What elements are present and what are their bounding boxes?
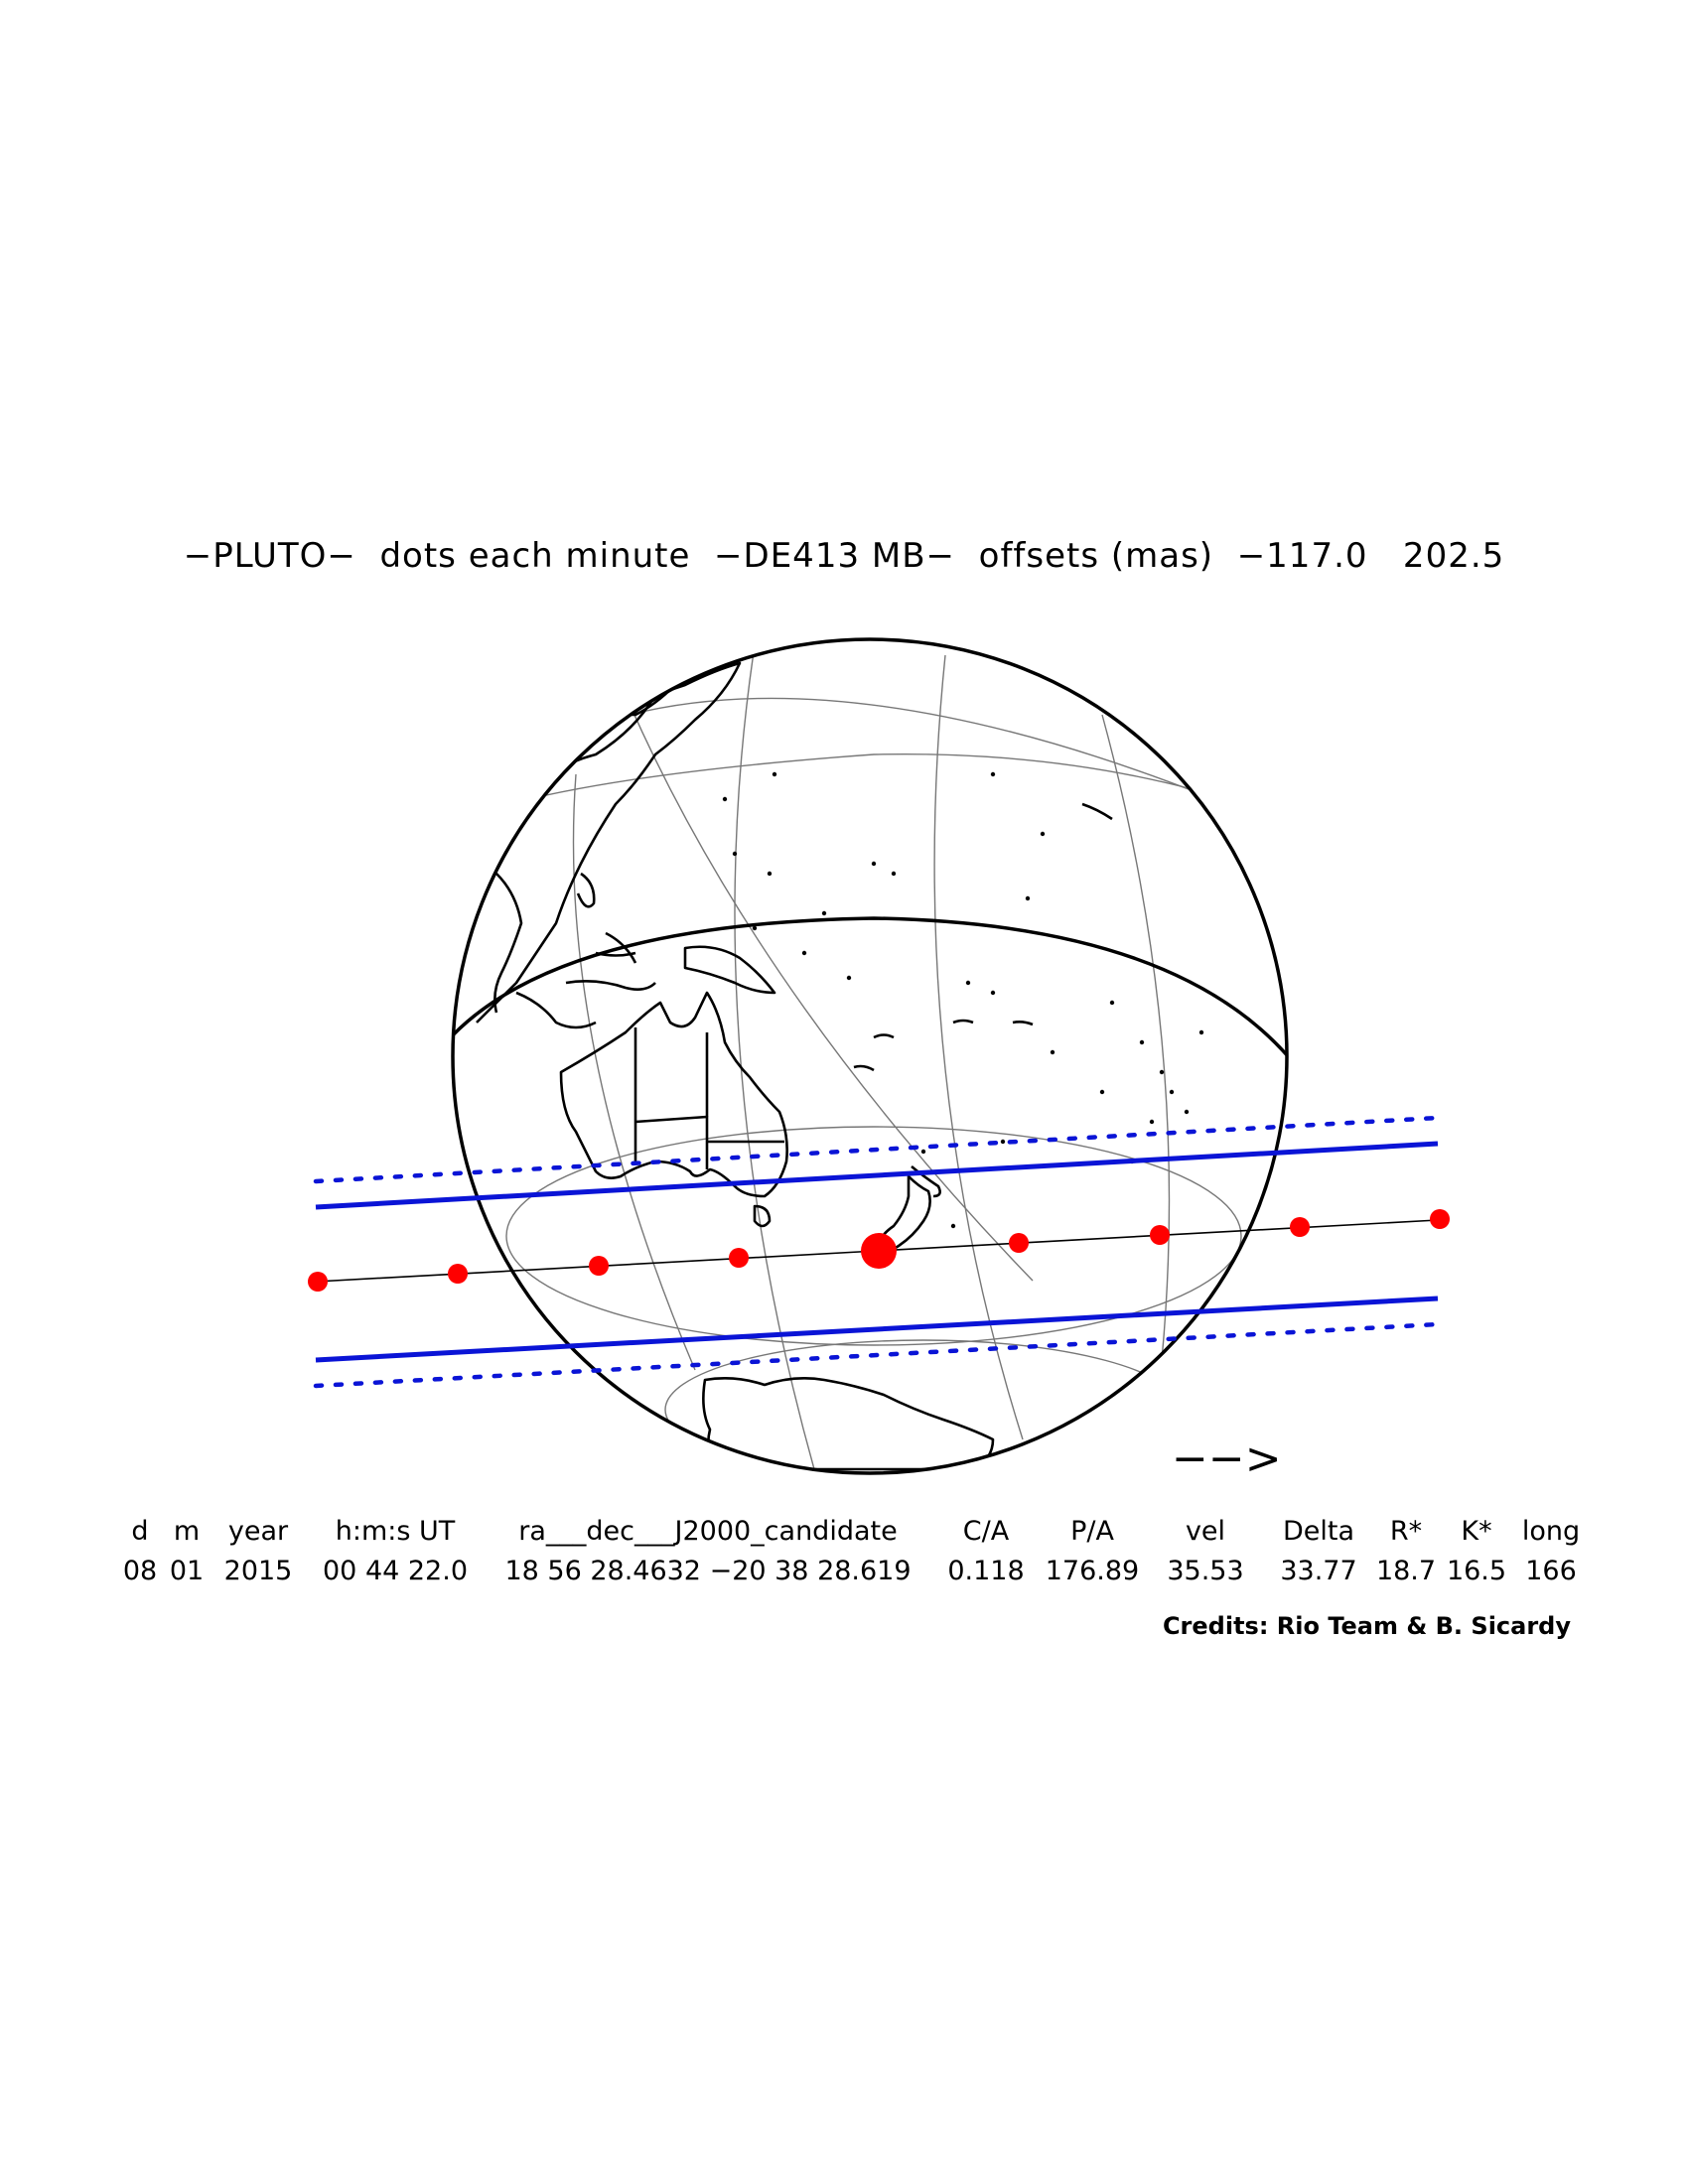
header-cell: year: [227, 1515, 289, 1547]
table-header-row: d m year h:m:s UT ra___dec___J2000_candi…: [117, 1511, 1591, 1551]
value-cell: 33.77: [1280, 1555, 1357, 1586]
header-cell: d: [131, 1515, 149, 1547]
value-cell: 35.53: [1167, 1555, 1244, 1586]
globe-outline: [451, 637, 1289, 1475]
shadow-limits: [313, 1115, 1441, 1389]
closest-approach-dot: [861, 1233, 897, 1269]
north-limit-dotted: [313, 1115, 1441, 1184]
value-cell: 08: [122, 1555, 158, 1586]
minute-dots: [308, 1209, 1450, 1292]
header-cell: P/A: [1070, 1515, 1114, 1547]
minute-dot: [308, 1272, 328, 1292]
minute-dot: [1009, 1233, 1029, 1253]
value-cell: 00 44 22.0: [323, 1555, 468, 1586]
event-table: d m year h:m:s UT ra___dec___J2000_candi…: [117, 1511, 1591, 1590]
value-cell: 18.7: [1375, 1555, 1437, 1586]
value-cell: 2015: [223, 1555, 293, 1586]
minute-dot: [1290, 1217, 1310, 1237]
value-cell: 176.89: [1045, 1555, 1140, 1586]
direction-arrow-icon: −−>: [1172, 1433, 1282, 1484]
header-cell: ra___dec___J2000_candidate: [518, 1515, 898, 1547]
header-cell: C/A: [962, 1515, 1010, 1547]
value-cell: 16.5: [1446, 1555, 1507, 1586]
header-cell: R*: [1389, 1515, 1423, 1547]
minute-dot: [589, 1256, 609, 1276]
header-cell: long: [1521, 1515, 1581, 1547]
header-cell: K*: [1461, 1515, 1492, 1547]
minute-dot: [448, 1264, 468, 1284]
north-limit-solid: [315, 1141, 1439, 1210]
header-cell: h:m:s UT: [335, 1515, 456, 1547]
south-limit-solid: [315, 1296, 1439, 1363]
minute-dot: [1430, 1209, 1450, 1229]
credits-text: Credits: Rio Team & B. Sicardy: [1162, 1612, 1571, 1640]
minute-dot: [729, 1248, 749, 1268]
header-cell: m: [173, 1515, 201, 1547]
value-cell: 18 56 28.4632 −20 38 28.619: [504, 1555, 912, 1586]
equator-line: [453, 916, 1287, 1059]
value-cell: 0.118: [947, 1555, 1025, 1586]
header-cell: Delta: [1282, 1515, 1355, 1547]
page-title: −PLUTO− dots each minute −DE413 MB− offs…: [183, 536, 1505, 576]
south-limit-dotted: [313, 1321, 1441, 1389]
minute-dot: [1150, 1225, 1170, 1245]
header-cell: vel: [1185, 1515, 1226, 1547]
table-value-row: 08 01 2015 00 44 22.0 18 56 28.4632 −20 …: [117, 1551, 1591, 1590]
value-cell: 01: [169, 1555, 205, 1586]
value-cell: 166: [1525, 1555, 1577, 1586]
